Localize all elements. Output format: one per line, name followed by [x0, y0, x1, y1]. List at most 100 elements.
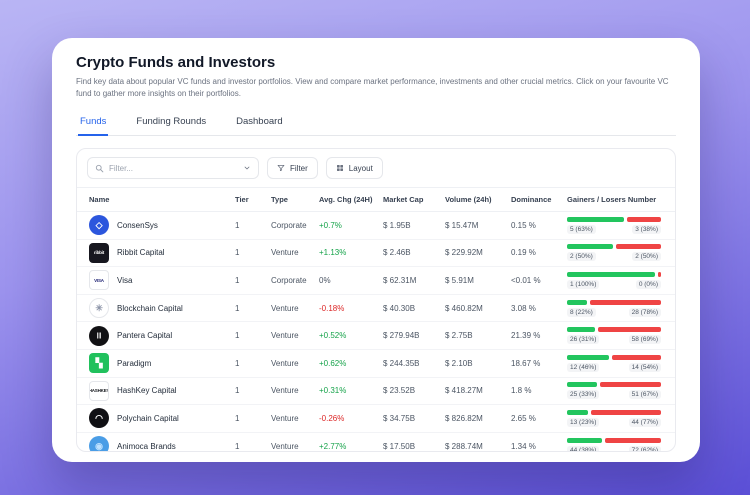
volume-cell: $ 288.74M — [445, 441, 483, 451]
column-header-name[interactable]: Name — [89, 195, 110, 204]
table-row[interactable]: ◇ ConsenSys 1 Corporate +0.7% $ 1.95B $ … — [77, 212, 675, 240]
gainers-losers-cell: 13 (23%) 44 (77%) — [567, 409, 663, 427]
gainers-losers-cell: 2 (50%) 2 (50%) — [567, 244, 663, 262]
column-header-market-cap[interactable]: Market Cap — [383, 195, 424, 204]
gainers-losers-cell: 1 (100%) 0 (0%) — [567, 271, 663, 289]
fund-name-cell: HASHKEY HashKey Capital — [89, 380, 235, 401]
fund-name-cell: ||| Pantera Capital — [89, 325, 235, 346]
gainers-losers-bars — [567, 382, 661, 388]
dominance-cell: 2.65 % — [511, 413, 536, 423]
avg-change-cell: +2.77% — [319, 441, 347, 451]
table-row[interactable]: HASHKEY HashKey Capital 1 Venture +0.31%… — [77, 378, 675, 406]
losers-bar — [600, 382, 661, 388]
volume-cell: $ 418.27M — [445, 386, 483, 396]
gainers-bar — [567, 382, 598, 388]
type-cell: Venture — [271, 248, 299, 258]
market-cap-cell: $ 2.46B — [383, 248, 411, 258]
tab-funds[interactable]: Funds — [78, 112, 109, 136]
table-row[interactable]: ◠ Polychain Capital 1 Venture -0.26% $ 3… — [77, 405, 675, 433]
losers-count: 58 (69%) — [628, 335, 661, 345]
gainers-count: 5 (63%) — [567, 224, 596, 234]
dominance-cell: 3.08 % — [511, 303, 536, 313]
type-cell: Corporate — [271, 220, 307, 230]
tab-dashboard[interactable]: Dashboard — [236, 116, 283, 127]
gainers-bar — [567, 299, 588, 305]
table-row[interactable]: ▚ Paradigm 1 Venture +0.62% $ 244.35B $ … — [77, 350, 675, 378]
gainers-losers-labels: 1 (100%) 0 (0%) — [567, 279, 661, 289]
search-icon — [95, 164, 104, 173]
filter-combobox[interactable] — [87, 157, 259, 179]
column-header-gainers-losers[interactable]: Gainers / Losers Number — [567, 195, 657, 204]
gainers-count: 26 (31%) — [567, 335, 600, 345]
column-header-avg-chg[interactable]: Avg. Chg (24H) — [319, 195, 373, 204]
fund-logo-icon: ||| — [89, 325, 109, 346]
fund-logo-icon: ◉ — [89, 436, 109, 451]
tier-cell: 1 — [235, 303, 240, 313]
column-header-dominance[interactable]: Dominance — [511, 195, 552, 204]
column-header-volume[interactable]: Volume (24h) — [445, 195, 492, 204]
gainers-losers-bars — [567, 354, 661, 360]
fund-logo-icon: VISA — [89, 270, 109, 291]
tier-cell: 1 — [235, 358, 240, 368]
losers-count: 0 (0%) — [635, 279, 661, 289]
fund-name-cell: ◉ Animoca Brands — [89, 436, 235, 451]
fund-name: Polychain Capital — [117, 413, 179, 423]
gainers-bar — [567, 271, 656, 277]
layout-button[interactable]: Layout — [325, 157, 383, 179]
type-cell: Venture — [271, 303, 299, 313]
losers-bar — [590, 299, 661, 305]
layout-button-label: Layout — [348, 163, 373, 173]
fund-name-cell: VISA Visa — [89, 270, 235, 291]
column-header-tier[interactable]: Tier — [235, 195, 249, 204]
market-cap-cell: $ 23.52B — [383, 386, 416, 396]
layout-grid-icon — [336, 164, 344, 172]
losers-count: 72 (62%) — [628, 445, 661, 451]
filter-button[interactable]: Filter — [267, 157, 318, 179]
fund-logo-icon: ▚ — [89, 353, 109, 374]
gainers-losers-labels: 13 (23%) 44 (77%) — [567, 417, 661, 427]
gainers-bar — [567, 244, 613, 250]
dominance-cell: 18.67 % — [511, 358, 541, 368]
gainers-losers-bars — [567, 244, 661, 250]
tier-cell: 1 — [235, 413, 240, 423]
fund-logo-icon: ◇ — [89, 215, 109, 236]
type-cell: Venture — [271, 441, 299, 451]
losers-count: 44 (77%) — [628, 417, 661, 427]
dominance-cell: <0.01 % — [511, 275, 541, 285]
gainers-losers-labels: 25 (33%) 51 (67%) — [567, 390, 661, 400]
tier-cell: 1 — [235, 248, 240, 258]
page-description: Find key data about popular VC funds and… — [76, 77, 669, 98]
tab-funding-rounds[interactable]: Funding Rounds — [136, 116, 207, 127]
gainers-losers-cell: 26 (31%) 58 (69%) — [567, 327, 663, 345]
gainers-losers-cell: 44 (38%) 72 (62%) — [567, 437, 663, 451]
gainers-losers-cell: 12 (46%) 14 (54%) — [567, 354, 663, 372]
table-row[interactable]: VISA Visa 1 Corporate 0% $ 62.31M $ 5.91… — [77, 267, 675, 295]
table-row[interactable]: ◉ Animoca Brands 1 Venture +2.77% $ 17.5… — [77, 433, 675, 451]
gainers-losers-bars — [567, 327, 661, 333]
market-cap-cell: $ 279.94B — [383, 331, 420, 341]
volume-cell: $ 229.92M — [445, 248, 483, 258]
gainers-count: 44 (38%) — [567, 445, 600, 451]
gainers-losers-labels: 2 (50%) 2 (50%) — [567, 252, 661, 262]
market-cap-cell: $ 244.35B — [383, 358, 420, 368]
crypto-funds-card: Crypto Funds and Investors Find key data… — [52, 38, 700, 462]
filter-input[interactable] — [109, 163, 238, 173]
table-row[interactable]: ribbit Ribbit Capital 1 Venture +1.13% $… — [77, 240, 675, 268]
filter-button-label: Filter — [290, 163, 308, 173]
fund-name-cell: ◠ Polychain Capital — [89, 408, 235, 429]
gainers-bar — [567, 409, 588, 415]
avg-change-cell: +0.7% — [319, 220, 342, 230]
tier-cell: 1 — [235, 331, 240, 341]
losers-count: 3 (38%) — [632, 224, 661, 234]
table-row[interactable]: ||| Pantera Capital 1 Venture +0.52% $ 2… — [77, 322, 675, 350]
column-header-type[interactable]: Type — [271, 195, 288, 204]
fund-name: Pantera Capital — [117, 331, 173, 341]
table-row[interactable]: ✳ Blockchain Capital 1 Venture -0.18% $ … — [77, 295, 675, 323]
gainers-losers-labels: 26 (31%) 58 (69%) — [567, 335, 661, 345]
type-cell: Venture — [271, 358, 299, 368]
avg-change-cell: -0.26% — [319, 413, 345, 423]
market-cap-cell: $ 34.75B — [383, 413, 416, 423]
gainers-count: 2 (50%) — [567, 252, 596, 262]
avg-change-cell: +1.13% — [319, 248, 347, 258]
losers-bar — [626, 216, 661, 222]
